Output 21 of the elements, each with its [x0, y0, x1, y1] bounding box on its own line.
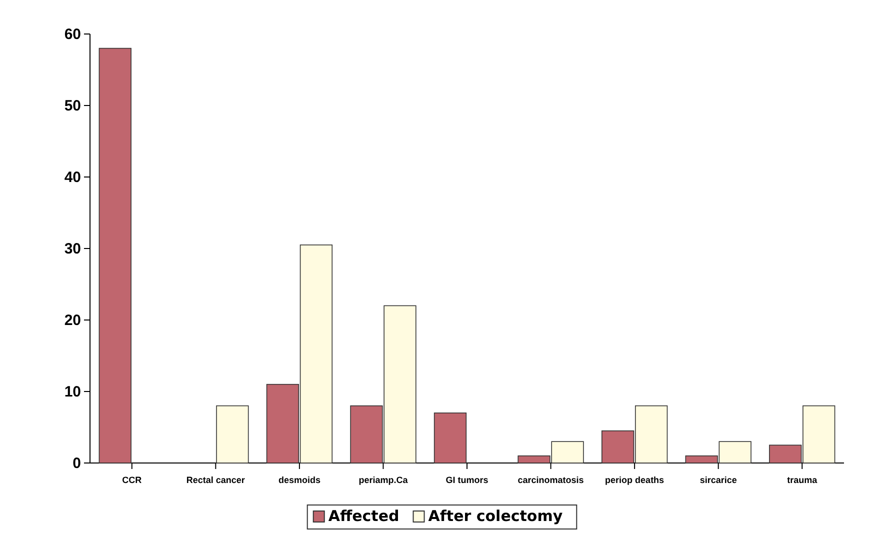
x-tick-label: periamp.Ca — [358, 474, 409, 485]
y-tick-label: 60 — [64, 26, 81, 43]
x-tick-label: CCR — [122, 474, 142, 485]
x-tick-label: periop deaths — [605, 474, 664, 485]
y-tick-label: 50 — [64, 97, 81, 114]
bar — [434, 412, 467, 464]
y-tick-label: 10 — [64, 383, 81, 400]
bar — [98, 48, 132, 464]
legend-label: After colectomy — [428, 507, 563, 525]
x-tick-label: Rectal cancer — [186, 474, 246, 485]
legend-label: Affected — [328, 507, 400, 525]
x-tick-label: GI tumors — [446, 474, 488, 485]
y-tick-label: 30 — [64, 240, 81, 258]
bar — [216, 405, 249, 464]
y-tick-label: 40 — [64, 168, 81, 186]
x-tick-label: sircarice — [700, 474, 737, 485]
x-tick-label: carcinomatosis — [518, 474, 584, 485]
y-tick-label: 20 — [64, 312, 81, 329]
y-tick-label: 0 — [72, 454, 81, 472]
x-tick-label: desmoids — [278, 474, 320, 485]
x-tick-label: trauma — [787, 474, 818, 485]
